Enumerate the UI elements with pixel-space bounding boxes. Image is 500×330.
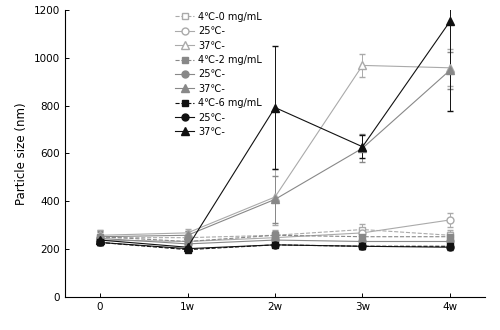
Legend: 4℃-0 mg/mL, 25℃-, 37℃-, 4℃-2 mg/mL, 25℃-, 37℃-, 4℃-6 mg/mL, 25℃-, 37℃-: 4℃-0 mg/mL, 25℃-, 37℃-, 4℃-2 mg/mL, 25℃-… — [175, 12, 262, 137]
Y-axis label: Particle size (nm): Particle size (nm) — [16, 102, 28, 205]
